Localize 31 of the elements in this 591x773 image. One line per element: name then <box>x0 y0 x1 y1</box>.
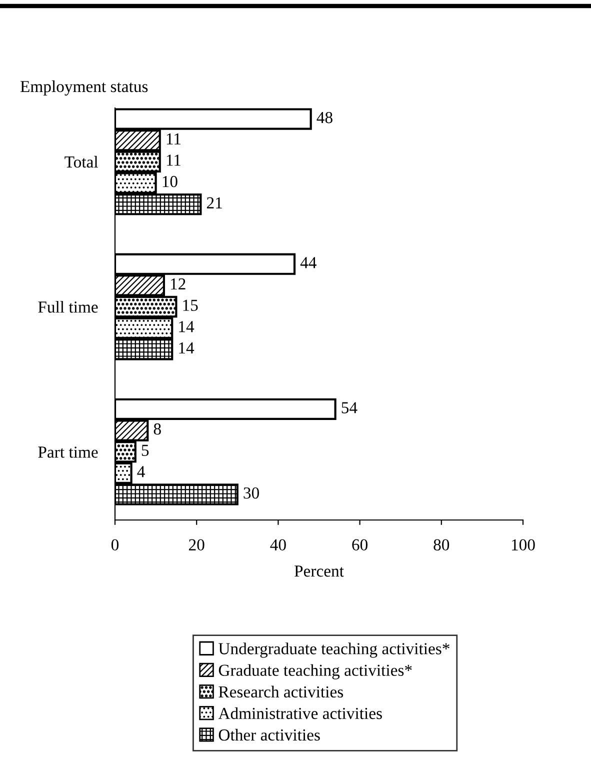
data-label: 5 <box>142 444 149 456</box>
x-tick-label: 40 <box>270 539 286 550</box>
data-label: 4 <box>137 466 145 478</box>
legend-label: Administrative activities <box>218 707 382 720</box>
x-tick-label: 0 <box>111 539 119 550</box>
x-tick-label: 60 <box>352 539 368 550</box>
x-axis-title: Percent <box>294 566 344 577</box>
y-axis-title: Employment status <box>20 80 148 96</box>
data-label: 14 <box>179 321 194 332</box>
legend-label: Other activities <box>218 728 320 741</box>
x-tick-label: 100 <box>512 539 535 550</box>
data-label: 11 <box>166 154 180 166</box>
data-label: 44 <box>300 257 316 268</box>
legend-label: Graduate teaching activities* <box>218 664 412 680</box>
y-tick-label: Full time <box>38 300 98 313</box>
legend-label: Research activities <box>218 686 344 698</box>
x-tick-label: 20 <box>189 539 204 550</box>
data-label: 30 <box>244 487 259 499</box>
data-label: 14 <box>179 342 194 354</box>
data-label: 21 <box>206 197 222 208</box>
y-tick-label: Part time <box>38 446 98 458</box>
data-label: 48 <box>316 112 332 124</box>
legend-label: Undergraduate teaching activities* <box>218 642 450 658</box>
y-tick-label: Total <box>64 156 98 168</box>
data-label: 15 <box>183 300 198 311</box>
data-label: 12 <box>170 278 186 290</box>
data-label: 54 <box>342 402 358 414</box>
data-label: 11 <box>166 133 180 144</box>
data-label: 8 <box>154 423 161 435</box>
data-label: 10 <box>162 176 178 188</box>
x-tick-label: 80 <box>434 539 450 550</box>
